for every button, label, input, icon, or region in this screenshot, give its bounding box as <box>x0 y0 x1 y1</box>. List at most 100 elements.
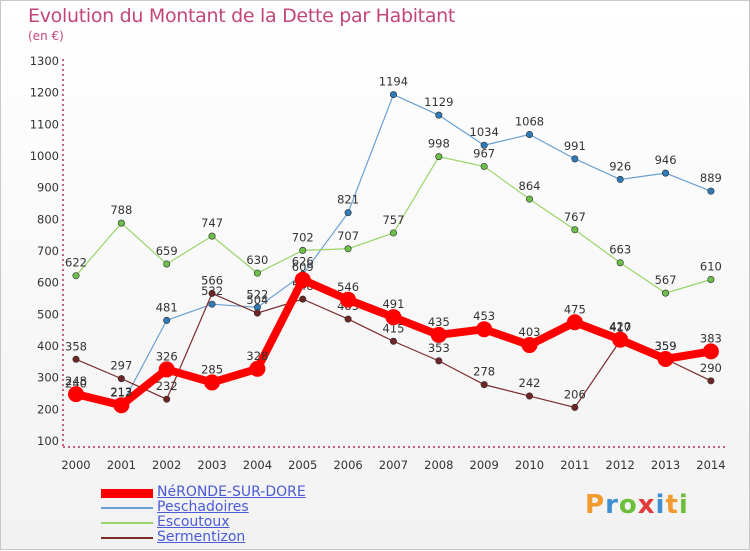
x-tick-label: 2004 <box>243 458 272 472</box>
data-label: 630 <box>246 253 268 267</box>
data-point <box>435 111 443 119</box>
data-label: 285 <box>201 362 223 376</box>
data-point <box>430 326 447 343</box>
data-label: 290 <box>700 361 722 375</box>
data-point <box>344 209 352 217</box>
x-tick-label: 2010 <box>515 458 544 472</box>
y-tick-label: 1300 <box>30 54 59 68</box>
data-label: 383 <box>700 331 722 345</box>
data-label: 403 <box>519 325 541 339</box>
data-point <box>662 289 670 297</box>
data-point <box>299 246 307 254</box>
data-label: 788 <box>110 203 132 217</box>
x-tick-label: 2007 <box>379 458 408 472</box>
data-point <box>208 300 216 308</box>
x-tick-label: 2003 <box>197 458 226 472</box>
chart-title: Evolution du Montant de la Dette par Hab… <box>28 5 456 27</box>
data-point <box>616 259 624 267</box>
data-point <box>662 169 670 177</box>
y-tick-label: 500 <box>37 307 59 321</box>
legend-label: NéRONDE-SUR-DORE <box>157 484 306 500</box>
data-point <box>72 272 80 280</box>
proxiti-logo: Proxiti <box>585 490 689 520</box>
data-point <box>117 375 125 383</box>
data-point <box>208 232 216 240</box>
data-label: 946 <box>655 153 677 167</box>
data-point <box>294 271 311 288</box>
data-label: 926 <box>609 159 631 173</box>
data-label: 232 <box>156 379 178 393</box>
data-point <box>299 295 307 303</box>
data-point <box>340 291 357 308</box>
data-point <box>525 392 533 400</box>
data-label: 767 <box>564 210 586 224</box>
data-label: 242 <box>519 376 541 390</box>
data-point <box>344 245 352 253</box>
data-label: 967 <box>473 146 495 160</box>
y-tick-label: 300 <box>37 371 59 385</box>
data-point <box>385 309 402 326</box>
data-point <box>571 403 579 411</box>
x-tick-label: 2012 <box>606 458 635 472</box>
data-label: 1129 <box>424 95 453 109</box>
data-label: 326 <box>156 349 178 363</box>
data-label: 417 <box>609 321 631 335</box>
data-label: 475 <box>564 302 586 316</box>
data-label: 240 <box>65 377 87 391</box>
data-label: 757 <box>382 213 404 227</box>
data-label: 359 <box>655 339 677 353</box>
data-label: 663 <box>609 243 631 257</box>
x-tick-label: 2002 <box>152 458 181 472</box>
y-tick-label: 700 <box>37 244 59 258</box>
data-point <box>435 153 443 161</box>
data-label: 546 <box>337 280 359 294</box>
data-label: 504 <box>246 293 268 307</box>
data-point <box>480 162 488 170</box>
x-tick-label: 2008 <box>424 458 453 472</box>
legend-swatch <box>101 507 153 509</box>
data-label: 567 <box>655 273 677 287</box>
data-label: 353 <box>428 341 450 355</box>
data-label: 481 <box>156 300 178 314</box>
data-point <box>480 381 488 389</box>
data-point <box>344 315 352 323</box>
data-point <box>249 360 266 377</box>
x-tick-label: 2006 <box>333 458 362 472</box>
data-label: 1034 <box>470 125 499 139</box>
data-label: 1068 <box>515 114 544 128</box>
data-point <box>158 361 175 378</box>
x-tick-label: 2009 <box>470 458 499 472</box>
x-tick-label: 2013 <box>651 458 680 472</box>
data-point <box>163 395 171 403</box>
data-label: 659 <box>156 244 178 258</box>
data-point <box>389 337 397 345</box>
data-label: 248 <box>65 374 87 388</box>
y-tick-label: 1200 <box>30 86 59 100</box>
y-tick-label: 800 <box>37 212 59 226</box>
data-label: 998 <box>428 137 450 151</box>
data-point <box>571 226 579 234</box>
data-label: 747 <box>201 216 223 230</box>
data-label: 864 <box>519 179 541 193</box>
data-point <box>566 314 583 331</box>
data-label: 278 <box>473 365 495 379</box>
data-point <box>253 309 261 317</box>
data-label: 415 <box>382 321 404 335</box>
data-label: 206 <box>564 387 586 401</box>
data-point <box>525 195 533 203</box>
x-tick-label: 2001 <box>107 458 136 472</box>
data-point <box>204 374 221 391</box>
data-point <box>163 260 171 268</box>
data-label: 213 <box>110 385 132 399</box>
data-label: 889 <box>700 171 722 185</box>
data-point <box>657 350 674 367</box>
y-tick-label: 1000 <box>30 149 59 163</box>
data-label: 707 <box>337 229 359 243</box>
data-point <box>707 187 715 195</box>
data-label: 566 <box>201 273 223 287</box>
data-label: 1194 <box>379 75 408 89</box>
y-tick-label: 100 <box>37 434 59 448</box>
data-point <box>571 155 579 163</box>
